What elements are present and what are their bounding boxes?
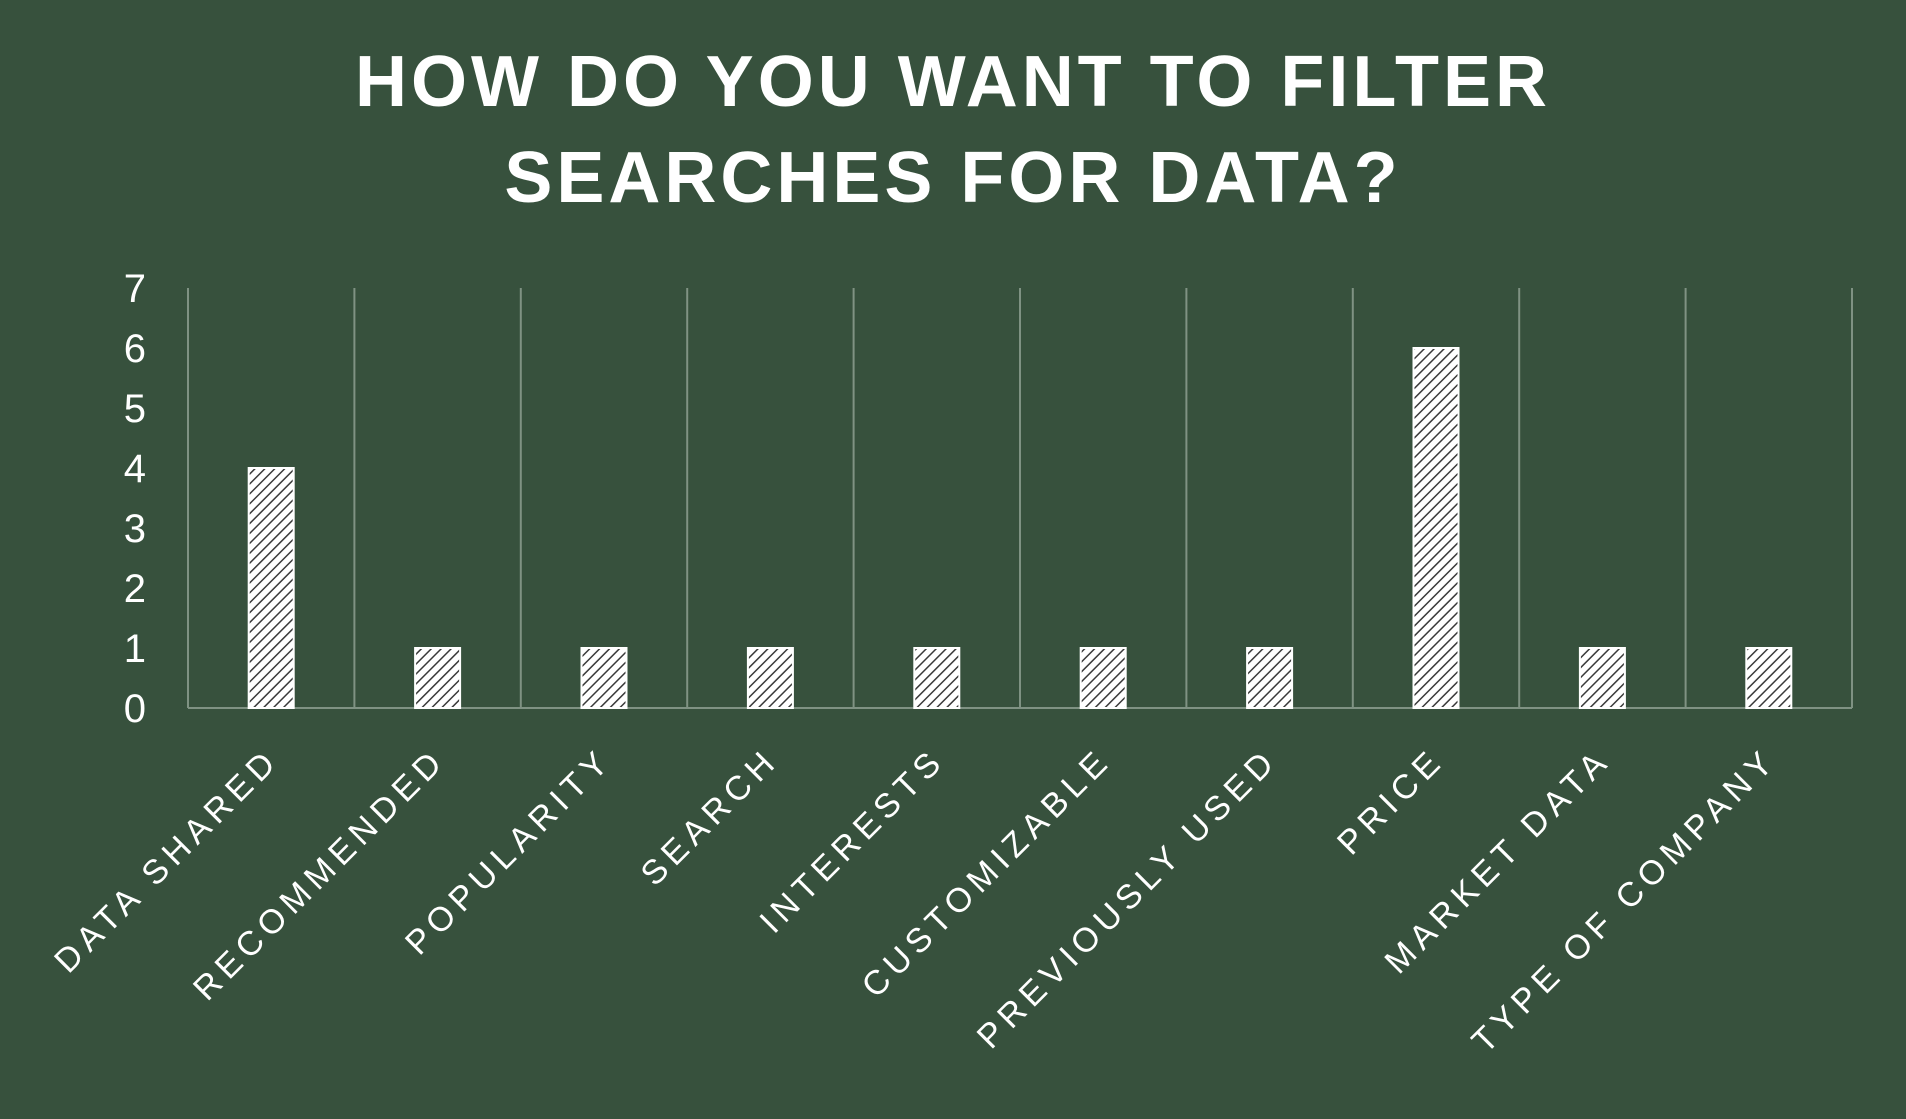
bar-data-shared <box>247 467 295 709</box>
chart-title-line-2: SEARCHES FOR DATA? <box>504 138 1401 218</box>
x-category-label: PREVIOUSLY USED <box>970 741 1285 1056</box>
y-tick-label: 1 <box>124 627 146 671</box>
x-category-label: PRICE <box>1330 741 1452 863</box>
chart-title-line-1: HOW DO YOU WANT TO FILTER <box>355 42 1551 122</box>
y-axis-ticks: 0 1 2 3 4 5 6 7 <box>124 267 146 731</box>
bar-recommended <box>414 647 462 709</box>
bar-previously-used <box>1246 647 1294 709</box>
bar-interests <box>913 647 961 709</box>
chart-title: HOW DO YOU WANT TO FILTER SEARCHES FOR D… <box>355 42 1551 218</box>
bar-customizable <box>1079 647 1127 709</box>
y-tick-label: 5 <box>124 387 146 431</box>
bar-popularity <box>580 647 628 709</box>
bars <box>247 347 1793 709</box>
bar-market-data <box>1578 647 1626 709</box>
bar-price <box>1412 347 1460 709</box>
bar-type-of-company <box>1745 647 1793 709</box>
y-tick-label: 2 <box>124 567 146 611</box>
y-tick-label: 0 <box>124 687 146 731</box>
x-category-label: SEARCH <box>634 741 787 894</box>
y-tick-label: 3 <box>124 507 146 551</box>
bar-search <box>746 647 794 709</box>
x-category-label: TYPE OF COMPANY <box>1465 741 1785 1061</box>
gridlines <box>187 288 1853 709</box>
y-tick-label: 7 <box>124 267 146 311</box>
y-tick-label: 4 <box>124 447 146 491</box>
y-tick-label: 6 <box>124 327 146 371</box>
